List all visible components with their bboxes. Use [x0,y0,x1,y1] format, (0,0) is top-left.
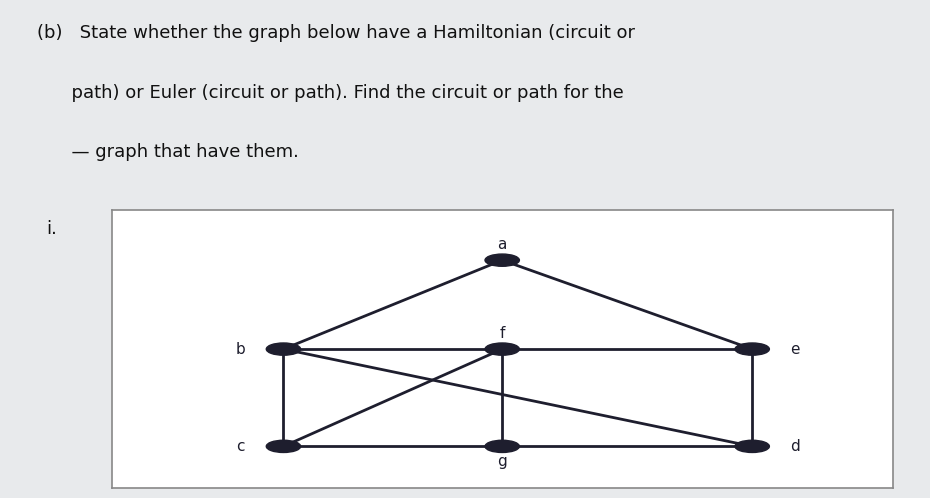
Text: path) or Euler (circuit or path). Find the circuit or path for the: path) or Euler (circuit or path). Find t… [37,84,624,102]
Text: a: a [498,238,507,252]
Circle shape [266,343,300,355]
Circle shape [485,343,519,355]
Circle shape [485,440,519,453]
Circle shape [735,343,769,355]
Text: (b)   State whether the graph below have a Hamiltonian (circuit or: (b) State whether the graph below have a… [37,24,635,42]
Text: g: g [498,454,507,469]
Text: f: f [499,326,505,341]
Text: e: e [790,342,800,357]
Text: c: c [236,439,245,454]
Text: d: d [790,439,800,454]
Text: b: b [235,342,246,357]
Circle shape [735,440,769,453]
Text: — graph that have them.: — graph that have them. [37,143,299,161]
Text: i.: i. [46,220,58,238]
Circle shape [266,440,300,453]
Circle shape [485,254,519,266]
